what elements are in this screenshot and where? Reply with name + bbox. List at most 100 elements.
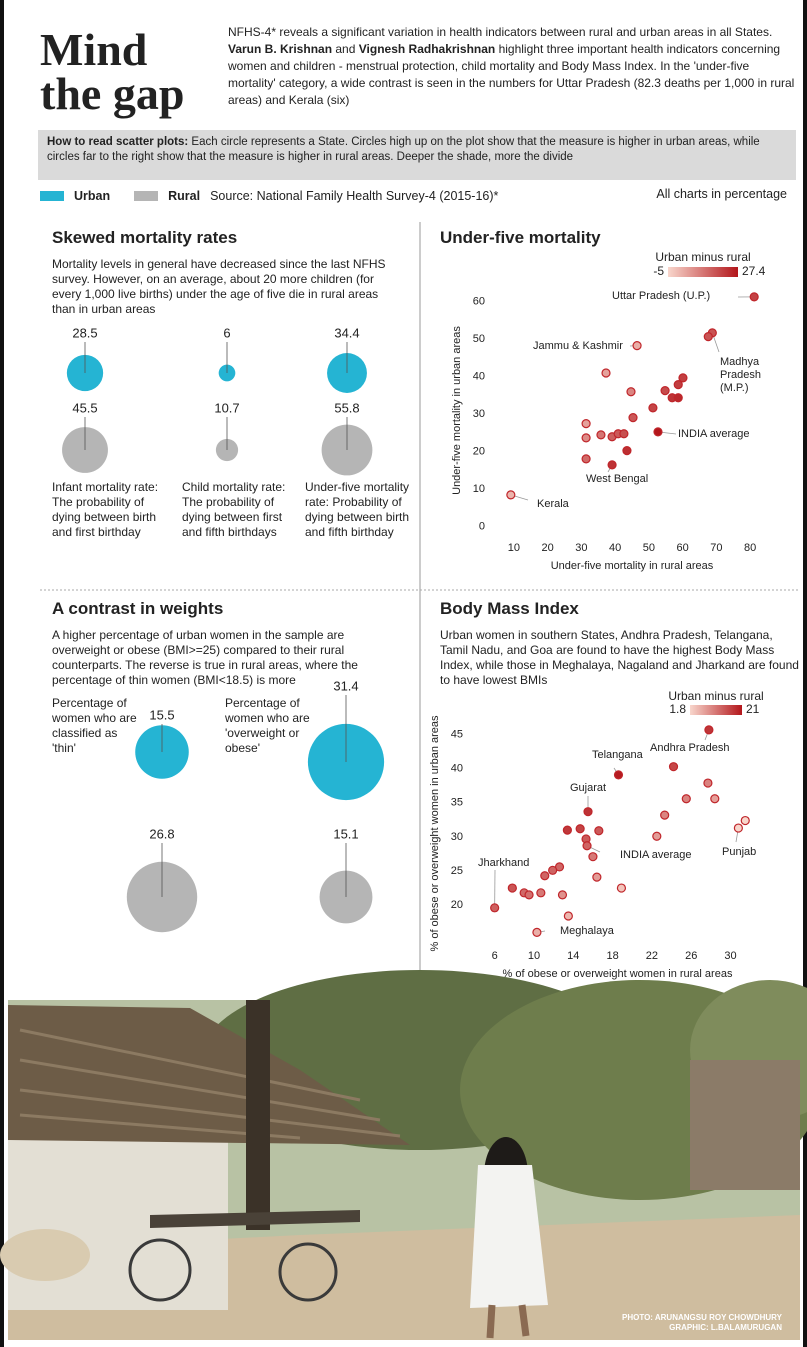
point: [581, 419, 591, 429]
point: [673, 380, 683, 390]
point-label: West Bengal: [586, 473, 649, 485]
point-label: Telangana: [592, 749, 643, 761]
x-tick-label: 60: [677, 542, 689, 554]
x-tick-label: 10: [528, 950, 540, 962]
x-tick-label: 80: [744, 542, 756, 554]
y-tick-label: 40: [451, 763, 463, 775]
chart-title: A contrast in weights: [52, 599, 224, 618]
legend-label: Rural: [168, 189, 201, 203]
chart-description: Urban women in southern States, Andhra P…: [440, 628, 799, 687]
hut: [690, 1060, 800, 1190]
point: [507, 883, 517, 893]
point: [506, 490, 516, 500]
point: [583, 807, 593, 817]
x-tick-label: 6: [492, 950, 498, 962]
author: Vignesh Radhakrishnan: [358, 42, 496, 56]
legend: Urban Rural Source: National Family Heal…: [40, 189, 498, 203]
point: [588, 852, 598, 862]
wheel: [278, 1242, 338, 1302]
intro-text: highlight three important health indicat…: [228, 42, 795, 107]
value-label: 45.5: [72, 400, 97, 415]
point: [607, 460, 617, 470]
y-axis-title: Under-five mortality in urban areas: [451, 326, 463, 495]
value-label: 26.8: [149, 826, 174, 841]
point: [652, 831, 662, 841]
x-tick-label: 70: [710, 542, 722, 554]
y-tick-label: 25: [451, 865, 463, 877]
point: [557, 890, 568, 900]
point: [581, 433, 591, 443]
legend-swatch: [40, 191, 64, 201]
x-tick-label: 30: [575, 542, 587, 554]
value-label: 28.5: [72, 325, 97, 340]
graphic-credit: GRAPHIC: L.BALAMURUGAN: [669, 1323, 782, 1332]
point-label: Jammu & Kashmir: [533, 340, 623, 352]
y-tick-label: 20: [451, 899, 463, 911]
point-label: Punjab: [722, 846, 757, 858]
x-tick-label: 20: [542, 542, 554, 554]
point: [673, 393, 683, 403]
point: [622, 446, 632, 456]
cart: [150, 1210, 360, 1228]
point-label: Kerala: [537, 498, 569, 510]
y-tick-label: 20: [473, 446, 485, 458]
y-tick-label: 35: [451, 797, 463, 809]
value-label: 6: [223, 325, 230, 340]
point: [536, 888, 546, 898]
category-label: Percentage of women who are 'overweight …: [225, 696, 310, 755]
point-label: Andhra Pradesh: [650, 742, 730, 754]
frame: [803, 0, 807, 1347]
roof: [8, 1005, 410, 1145]
point: [562, 825, 572, 835]
point: [563, 911, 573, 921]
author: Varun B. Krishnan: [228, 42, 333, 56]
x-tick-label: 30: [724, 950, 736, 962]
x-tick-label: 22: [646, 950, 658, 962]
intro-text: and: [335, 42, 356, 56]
x-tick-label: 40: [609, 542, 621, 554]
point-label: Uttar Pradesh (U.P.): [612, 290, 711, 302]
colorbar-title: Urban minus rural: [668, 689, 763, 703]
colorbar-tick-label: 1.8: [669, 702, 686, 716]
x-axis-title: % of obese or overweight women in rural …: [503, 968, 733, 980]
units-note: All charts in percentage: [656, 187, 787, 201]
point: [548, 865, 558, 875]
roof-stripes: [19, 1028, 401, 1140]
cow: [0, 1229, 90, 1281]
point: [613, 770, 624, 780]
colorbar-tick-label: 21: [746, 702, 760, 716]
point: [619, 429, 629, 439]
chart-title: Body Mass Index: [440, 599, 579, 618]
point-label: INDIA average: [620, 849, 692, 861]
point: [592, 872, 602, 882]
category-label: Child mortality rate: The probability of…: [182, 480, 286, 539]
point: [660, 810, 670, 820]
point: [581, 454, 591, 464]
point: [648, 403, 658, 413]
y-axis-title: % of obese or overweight women in urban …: [429, 715, 441, 952]
point: [678, 373, 688, 383]
x-axis-title: Under-five mortality in rural areas: [551, 560, 714, 572]
point: [703, 778, 713, 788]
point: [653, 427, 663, 437]
chart-title: Skewed mortality rates: [52, 228, 238, 247]
point: [601, 368, 611, 378]
point: [628, 413, 638, 423]
value-label: 10.7: [214, 400, 239, 415]
point: [749, 292, 759, 302]
legend-swatch: [134, 191, 159, 201]
x-tick-label: 18: [606, 950, 618, 962]
photo-credit: PHOTO: ARUNANGSU ROY CHOWDHURY: [622, 1313, 783, 1322]
photo: PHOTO: ARUNANGSU ROY CHOWDHURY GRAPHIC: …: [0, 970, 807, 1340]
value-label: 55.8: [334, 400, 359, 415]
colorbar-tick-label: 27.4: [742, 264, 766, 278]
point-label: Meghalaya: [560, 925, 614, 937]
point: [704, 725, 714, 735]
x-tick-label: 26: [685, 950, 697, 962]
chart-description: A higher percentage of urban women in th…: [52, 628, 358, 687]
x-tick-label: 14: [567, 950, 579, 962]
point: [703, 332, 713, 342]
point: [681, 794, 691, 804]
x-tick-label: 50: [643, 542, 655, 554]
